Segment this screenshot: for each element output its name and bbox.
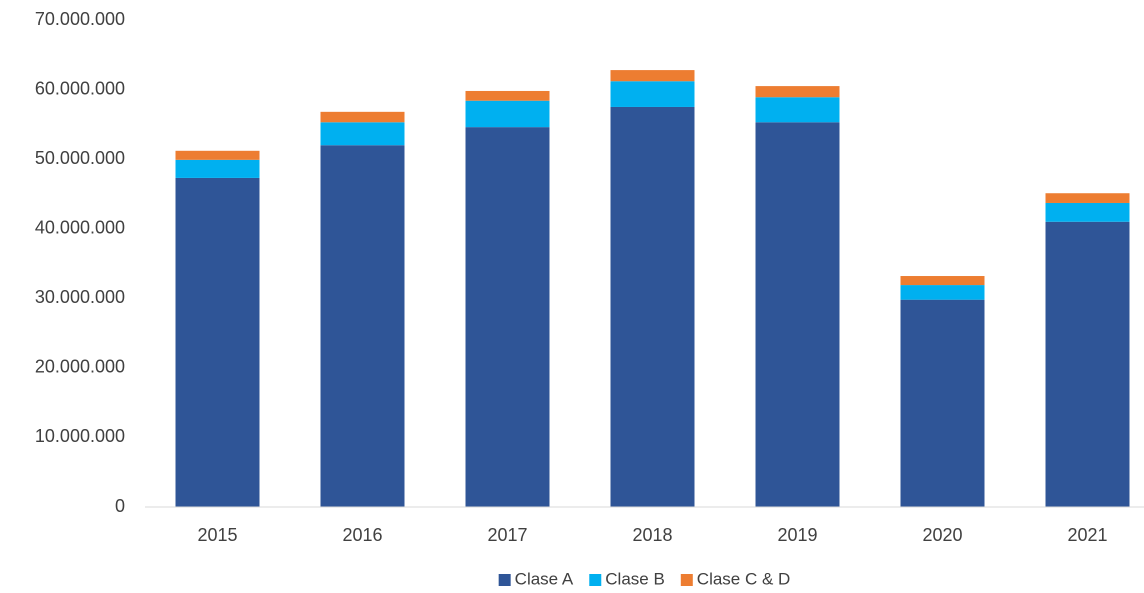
bar-segment (175, 159, 260, 178)
legend-label: Clase A (515, 569, 574, 588)
y-tick-label: 10.000.000 (35, 426, 125, 446)
bar-segment (1045, 193, 1130, 203)
bar-segment (465, 90, 550, 101)
y-tick-label: 60.000.000 (35, 78, 125, 98)
legend: Clase A Clase B Clase C & D (498, 569, 791, 588)
bar-segment (175, 177, 260, 508)
bar-segment (755, 97, 840, 123)
bar-segment (320, 122, 405, 146)
x-tick-label: 2018 (632, 525, 672, 545)
bar-segment (320, 145, 405, 507)
bar-segment (900, 299, 985, 507)
y-tick-label: 40.000.000 (35, 217, 125, 237)
x-tick-label: 2020 (922, 525, 962, 545)
legend-label: Clase C & D (697, 569, 791, 588)
y-tick-label: 70.000.000 (35, 9, 125, 29)
bar-segment (610, 106, 695, 507)
legend-swatch (498, 574, 511, 586)
bar-segment (900, 276, 985, 286)
legend-label: Clase B (605, 569, 665, 588)
bar-segment (1045, 202, 1130, 222)
bar-segment (1045, 221, 1130, 507)
bar-segment (755, 122, 840, 508)
bar-segment (175, 150, 260, 160)
x-tick-label: 2017 (487, 525, 527, 545)
bar-segment (610, 70, 695, 82)
bar-segment (465, 127, 550, 507)
y-tick-label: 0 (115, 496, 125, 516)
x-tick-label: 2015 (197, 525, 237, 545)
bar-segment (900, 285, 985, 300)
bar-segment (465, 100, 550, 128)
legend-swatch (589, 574, 602, 586)
bar-segment (320, 111, 405, 123)
y-tick-label: 20.000.000 (35, 357, 125, 377)
bar-segment (610, 81, 695, 107)
x-tick-label: 2021 (1067, 525, 1107, 545)
x-tick-label: 2019 (777, 525, 817, 545)
x-tick-label: 2016 (342, 525, 382, 545)
bar-segment (755, 86, 840, 98)
y-tick-label: 30.000.000 (35, 287, 125, 307)
legend-swatch (680, 574, 693, 586)
y-tick-label: 50.000.000 (35, 148, 125, 168)
